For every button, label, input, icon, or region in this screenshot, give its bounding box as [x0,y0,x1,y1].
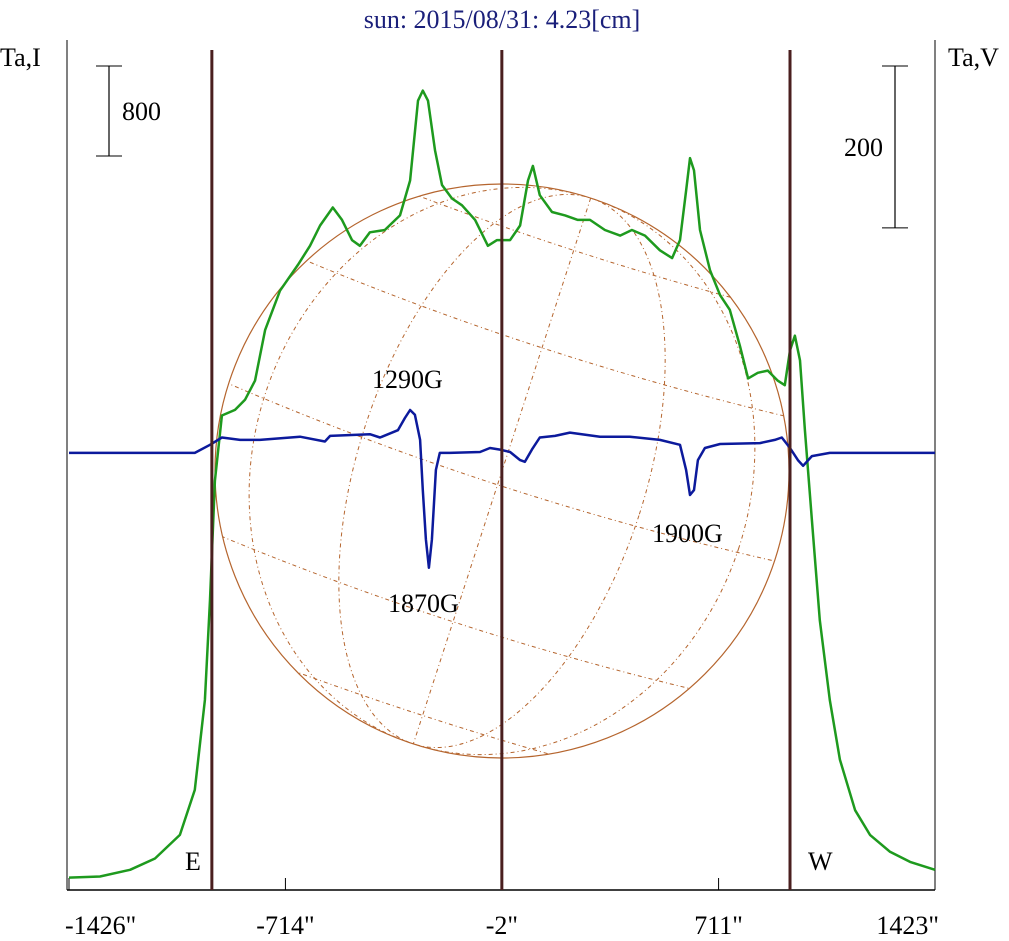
x-tick-label: 1423" [876,911,939,940]
data-line [69,408,935,570]
y2-axis-label: Ta,V [948,43,999,72]
y-axis-label: Ta,I [0,43,41,72]
scale-bar-label: 200 [844,133,883,162]
x-tick-label: -714" [256,911,314,940]
data-line [68,89,936,879]
x-tick-label: 711" [694,911,743,940]
x-tick-label: -1426" [65,911,136,940]
limb-label: E [185,847,201,876]
annotation: 1290G [372,365,443,394]
scale-bar-label: 800 [122,97,161,126]
chart-title: sun: 2015/08/31: 4.23[cm] [364,5,641,34]
limb-label: W [808,847,833,876]
x-tick-label: -2" [486,911,518,940]
annotation: 1900G [652,519,723,548]
annotation: 1870G [388,589,459,618]
